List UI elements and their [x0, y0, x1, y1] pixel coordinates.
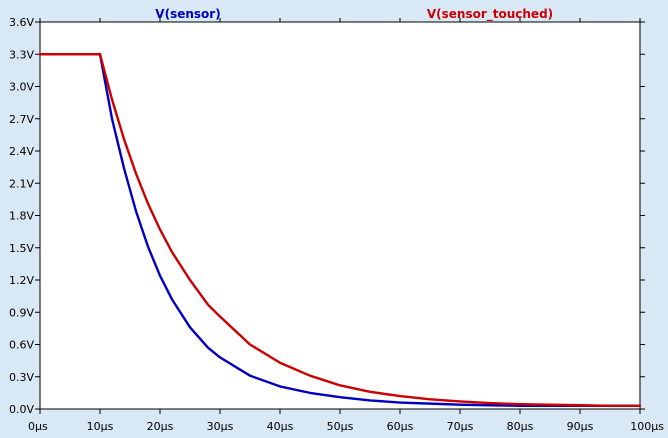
- x-tick-labels: 0µs 10µs 20µs 30µs 40µs 50µs 60µs 70µs 80µs 90µs 1…: [28, 420, 664, 433]
- legend: V(sensor) V(sensor_touched): [155, 7, 553, 22]
- y-tick-label: 2.4V: [9, 145, 34, 158]
- y-tick-label: 3.6V: [9, 16, 34, 29]
- series-lines: [38, 53, 642, 407]
- y-tick-label: 3.3V: [9, 48, 34, 61]
- x-tick-label: 40µs: [267, 420, 294, 433]
- y-tick-label: 1.5V: [9, 242, 34, 255]
- y-tick-label: 3.0V: [9, 81, 34, 94]
- x-tick-label: 20µs: [147, 420, 174, 433]
- x-tick-label: 70µs: [447, 420, 474, 433]
- y-tick-label: 0.0V: [9, 403, 34, 416]
- y-tick-label: 2.1V: [9, 177, 34, 190]
- x-tick-label: 10µs: [87, 420, 114, 433]
- series-line-sensor-touched: [38, 53, 642, 407]
- x-tick-label: 80µs: [507, 420, 534, 433]
- legend-label-sensor: V(sensor): [155, 7, 220, 21]
- y-tick-label: 0.3V: [9, 371, 34, 384]
- y-tick-labels: 0.0V 0.3V 0.6V 0.9V 1.2V 1.5V 1.8V 2.1V 2.4V 2.7V…: [9, 16, 34, 416]
- x-tick-label: 30µs: [207, 420, 234, 433]
- y-tick-label: 2.7V: [9, 113, 34, 126]
- x-tick-label: 0µs: [28, 420, 48, 433]
- y-tick-label: 1.2V: [9, 274, 34, 287]
- series-line-sensor: [38, 53, 642, 407]
- legend-label-sensor-touched: V(sensor_touched): [427, 7, 553, 22]
- plot-area: [39, 21, 641, 410]
- y-tick-label: 0.9V: [9, 306, 34, 319]
- x-tick-label: 90µs: [567, 420, 594, 433]
- y-tick-label: 1.8V: [9, 210, 34, 223]
- y-tick-label: 0.6V: [9, 339, 34, 352]
- x-tick-label: 60µs: [387, 420, 414, 433]
- x-tick-label: 100µs: [630, 420, 664, 433]
- x-tick-label: 50µs: [327, 420, 354, 433]
